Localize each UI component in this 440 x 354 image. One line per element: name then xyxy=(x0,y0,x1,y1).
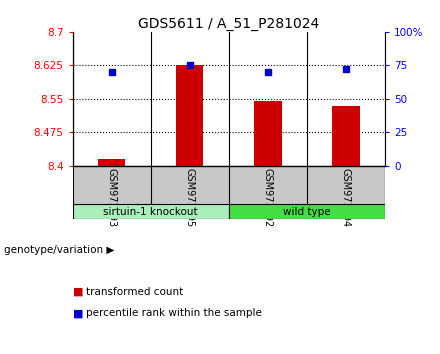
Text: GSM971595: GSM971595 xyxy=(185,168,195,227)
Text: ■: ■ xyxy=(73,287,83,297)
Bar xyxy=(98,159,125,166)
Text: GSM971593: GSM971593 xyxy=(106,168,117,227)
Text: transformed count: transformed count xyxy=(86,287,183,297)
Text: wild type: wild type xyxy=(283,207,331,217)
Bar xyxy=(254,101,282,166)
Bar xyxy=(332,105,359,166)
Bar xyxy=(229,204,385,219)
Text: sirtuin-1 knockout: sirtuin-1 knockout xyxy=(103,207,198,217)
Bar xyxy=(176,65,203,166)
Bar xyxy=(73,204,229,219)
Text: percentile rank within the sample: percentile rank within the sample xyxy=(86,308,262,318)
Text: GSM971594: GSM971594 xyxy=(341,168,351,227)
Text: GSM971592: GSM971592 xyxy=(263,168,273,227)
Text: ■: ■ xyxy=(73,308,83,318)
Text: genotype/variation ▶: genotype/variation ▶ xyxy=(4,245,115,255)
Title: GDS5611 / A_51_P281024: GDS5611 / A_51_P281024 xyxy=(138,17,319,31)
